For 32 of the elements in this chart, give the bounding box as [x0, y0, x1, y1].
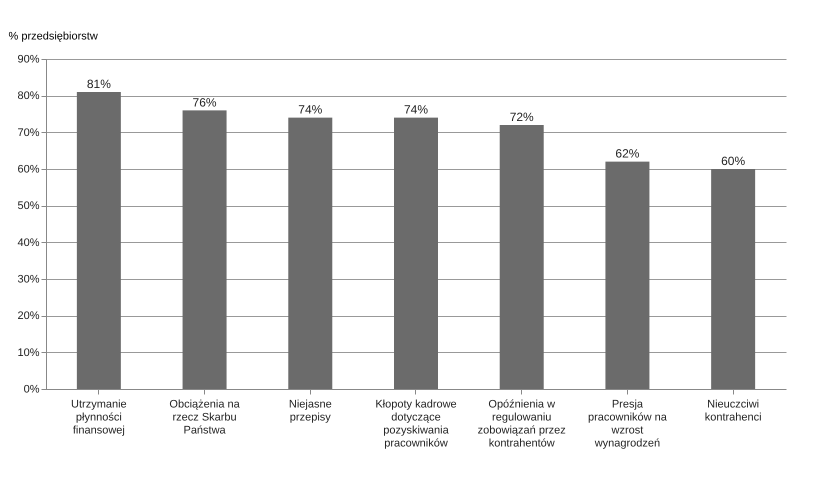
x-tick-label: Presja pracowników na wzrost wynagrodzeń [588, 398, 668, 450]
bar [288, 118, 332, 389]
data-label: 72% [510, 110, 534, 124]
data-label: 62% [615, 146, 640, 161]
y-tick-label: 40% [17, 236, 40, 249]
data-label: 76% [192, 95, 217, 110]
bar [711, 169, 756, 389]
y-tick-label: 20% [17, 310, 40, 322]
x-tick-label: Kłopoty kadrowe dotyczące pozyskiwania pracowników [375, 398, 457, 450]
bar [605, 162, 650, 389]
y-tick-label: 90% [17, 54, 40, 66]
y-axis-title: % przedsiębiorstw [8, 30, 98, 42]
data-label: 74% [404, 102, 428, 117]
y-tick-label: 30% [17, 274, 40, 286]
bar [182, 110, 227, 389]
y-tick-label: 50% [17, 200, 40, 212]
bar [394, 118, 438, 389]
bar [500, 125, 544, 389]
data-label: 60% [721, 154, 746, 168]
x-tick-label: Nieuczciwi kontrahenci [704, 398, 762, 424]
y-tick-label: 0% [24, 384, 40, 396]
x-tick-label: Obciążenia na rzecz Skarbu Państwa [169, 398, 241, 436]
y-tick-label: 70% [17, 126, 40, 139]
y-tick-label: 80% [17, 90, 40, 102]
data-label: 74% [298, 102, 323, 117]
x-tick-label: Utrzymanie płynności finansowej [71, 398, 127, 436]
y-tick-label: 60% [17, 164, 40, 176]
x-tick-label: Niejasne przepisy [288, 398, 332, 424]
bar [76, 92, 121, 389]
y-tick-label: 10% [17, 346, 40, 359]
x-tick-label: Opóźnienia w regulowaniu zobowiązań przez kontrahentów [478, 398, 566, 450]
data-label: 81% [86, 77, 112, 91]
